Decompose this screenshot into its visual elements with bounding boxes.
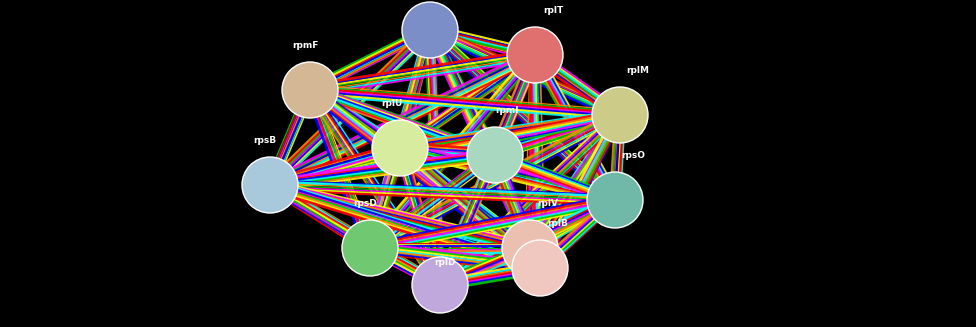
Circle shape (507, 27, 563, 83)
Circle shape (587, 172, 643, 228)
Text: rplM: rplM (627, 66, 649, 75)
Text: rplT: rplT (543, 6, 563, 15)
Circle shape (372, 120, 428, 176)
Circle shape (512, 240, 568, 296)
Circle shape (342, 220, 398, 276)
Circle shape (412, 257, 468, 313)
Text: rplB: rplB (548, 219, 568, 228)
Circle shape (592, 87, 648, 143)
Circle shape (402, 2, 458, 58)
Text: rpsD: rpsD (353, 199, 377, 208)
Text: rpsO: rpsO (621, 151, 645, 160)
Text: rpmI: rpmI (495, 106, 519, 115)
Text: rpsB: rpsB (254, 136, 276, 145)
Circle shape (467, 127, 523, 183)
Circle shape (282, 62, 338, 118)
Text: rplU: rplU (382, 99, 403, 108)
Text: rplD: rplD (434, 258, 456, 267)
Text: rplV: rplV (538, 199, 558, 208)
Text: rpmF: rpmF (292, 41, 318, 50)
Circle shape (502, 220, 558, 276)
Circle shape (242, 157, 298, 213)
